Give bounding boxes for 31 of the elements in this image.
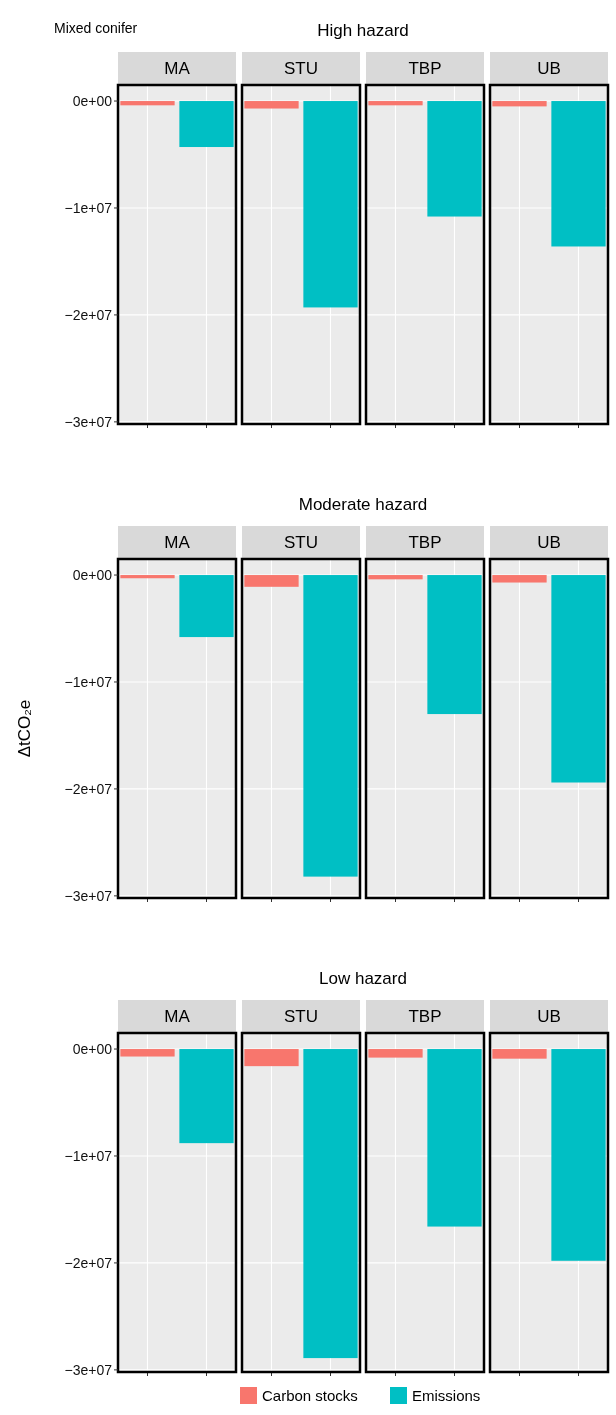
x-tick-label: TBP xyxy=(408,533,442,552)
y-tick-label: −2e+07 xyxy=(64,780,113,797)
x-tick-label: TBP xyxy=(408,1007,442,1026)
y-tick-label: −2e+07 xyxy=(64,1254,113,1271)
y-tick-label: 0e+00 xyxy=(72,93,113,110)
x-tick-label: UB xyxy=(537,533,561,552)
chart-title: Moderate hazard xyxy=(298,495,428,514)
x-tick-label: MA xyxy=(164,59,191,78)
y-tick-label: −3e+07 xyxy=(64,413,113,430)
x-tick-label: STU xyxy=(284,1007,318,1026)
y-tick-label: −1e+07 xyxy=(64,199,113,216)
y-tick-label: 0e+00 xyxy=(72,567,113,584)
y-tick-label: −1e+07 xyxy=(64,673,113,690)
chart-title: Low hazard xyxy=(319,969,407,988)
y-tick-label: −3e+07 xyxy=(64,887,113,904)
y-tick-label: 0e+00 xyxy=(72,1041,113,1058)
text: Mixed conifer xyxy=(54,20,138,36)
x-tick-label: STU xyxy=(284,59,318,78)
y-axis-title: ΔtCO₂e xyxy=(15,699,34,758)
legend-label: Emissions xyxy=(412,1387,481,1404)
x-tick-label: UB xyxy=(537,59,561,78)
x-tick-label: STU xyxy=(284,533,318,552)
legend-label: Carbon stocks xyxy=(262,1387,358,1404)
chart-title: High hazard xyxy=(317,21,409,40)
x-tick-label: UB xyxy=(537,1007,561,1026)
x-tick-label: MA xyxy=(164,533,191,552)
x-tick-label: MA xyxy=(164,1007,191,1026)
y-tick-label: −3e+07 xyxy=(64,1361,113,1378)
y-tick-label: −2e+07 xyxy=(64,306,113,323)
y-tick-label: −1e+07 xyxy=(64,1147,113,1164)
x-tick-label: TBP xyxy=(408,59,442,78)
